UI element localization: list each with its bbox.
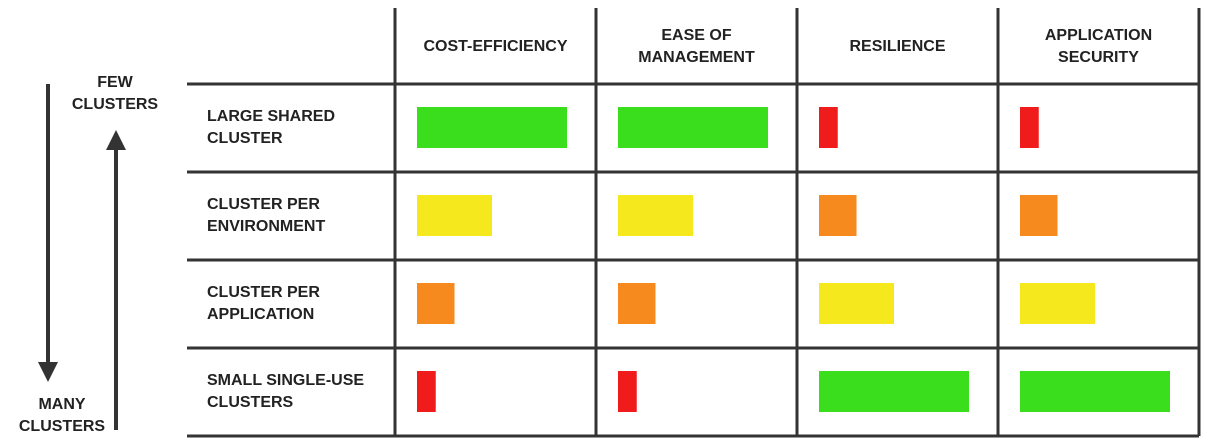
score-bar [618, 371, 637, 412]
row-label: CLUSTER PER [207, 196, 320, 213]
score-bar [417, 107, 567, 148]
score-bar [1020, 195, 1058, 236]
axis-label: MANY [38, 396, 85, 413]
column-header: MANAGEMENT [638, 49, 755, 66]
row-label: CLUSTERS [207, 394, 294, 411]
score-bar [417, 283, 455, 324]
axis-label: CLUSTERS [72, 96, 159, 113]
score-bar [618, 107, 768, 148]
score-bar [417, 195, 492, 236]
column-header: APPLICATION [1045, 27, 1152, 44]
score-bar [1020, 371, 1170, 412]
row-label: APPLICATION [207, 306, 314, 323]
score-bar [819, 283, 894, 324]
axis-label: CLUSTERS [19, 418, 106, 435]
row-label: ENVIRONMENT [207, 218, 325, 235]
score-bar [819, 107, 838, 148]
column-header: RESILIENCE [849, 38, 945, 55]
score-bar [618, 283, 656, 324]
score-bar [417, 371, 436, 412]
column-header: EASE OF [661, 27, 731, 44]
axis-label: FEW [97, 74, 133, 91]
score-bar [618, 195, 693, 236]
score-bar [1020, 283, 1095, 324]
row-label: CLUSTER PER [207, 284, 320, 301]
column-header: SECURITY [1058, 49, 1139, 66]
score-bar [819, 195, 857, 236]
row-label: SMALL SINGLE-USE [207, 372, 364, 389]
row-label: CLUSTER [207, 130, 283, 147]
column-header: COST-EFFICIENCY [423, 38, 567, 55]
row-label: LARGE SHARED [207, 108, 335, 125]
score-bar [819, 371, 969, 412]
score-bar [1020, 107, 1039, 148]
